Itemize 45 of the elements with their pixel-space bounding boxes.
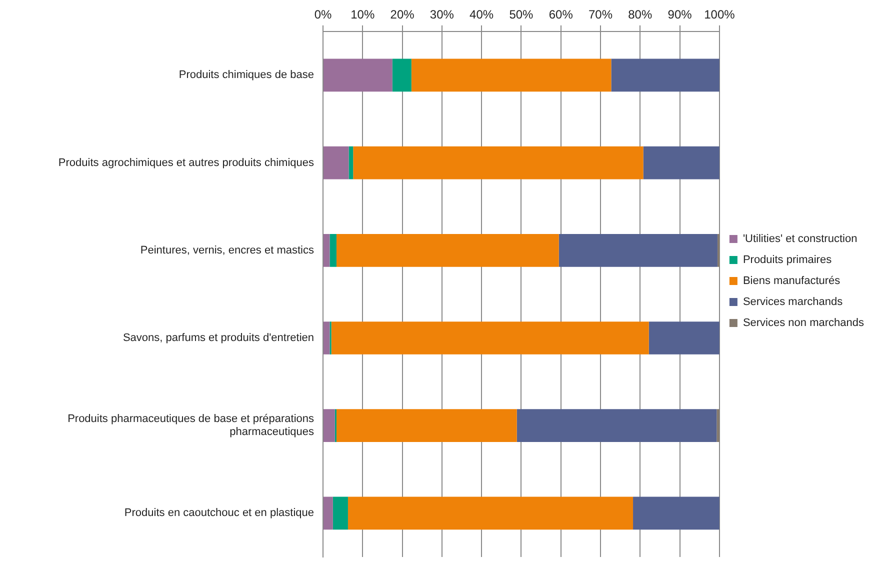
bar — [324, 58, 392, 92]
y-tick-label: Produits chimiques de base — [178, 69, 314, 82]
y-tick-label: Produits en caoutchouc et en plastique — [124, 507, 314, 520]
x-tick-label: 0% — [314, 8, 332, 22]
bar — [348, 496, 634, 530]
legend-label: 'Utilities' et construction — [742, 233, 858, 246]
bar — [353, 146, 644, 180]
bar — [332, 496, 348, 530]
legend-label: Produits primaires — [742, 254, 832, 266]
legend-label: Services marchands — [742, 296, 844, 308]
legend-label: Services non marchands — [742, 317, 864, 330]
bar — [324, 409, 335, 442]
bar — [324, 322, 330, 354]
bar — [392, 58, 412, 92]
bar — [516, 409, 717, 442]
bar — [633, 496, 720, 530]
x-tick-label: 30% — [430, 8, 454, 22]
x-tick-label: 20% — [390, 8, 415, 22]
x-tick-label: 40% — [470, 8, 494, 22]
x-tick-label: 60% — [548, 8, 574, 22]
y-tick-label: Produits pharmaceutiques de base et préparations pharmaceutiques — [68, 413, 314, 438]
x-tick-label: 90% — [668, 8, 692, 22]
bar — [611, 58, 720, 92]
bar — [324, 234, 330, 267]
bar — [336, 234, 559, 267]
bar — [336, 409, 517, 442]
bar — [643, 146, 720, 180]
y-tick-label: Produits agrochimiques et autres produits chimiques — [58, 156, 314, 169]
bar — [330, 234, 336, 267]
x-tick-label: 80% — [628, 8, 652, 22]
y-tick-label: Peintures, vernis, encres et mastics — [140, 244, 314, 256]
bar — [648, 322, 720, 354]
bar — [558, 234, 718, 267]
bar — [411, 58, 612, 92]
bar — [348, 146, 354, 180]
x-tick-label: 100% — [704, 8, 736, 22]
bar — [331, 322, 649, 354]
y-tick-label: Savons, parfums et produits d'entretien — [122, 332, 314, 344]
bar — [324, 496, 333, 530]
legend-label: Biens manufacturés — [742, 275, 841, 288]
x-tick-label: 70% — [588, 8, 613, 22]
x-tick-label: 10% — [350, 8, 375, 22]
bar — [716, 409, 720, 442]
x-tick-label: 50% — [509, 8, 534, 22]
bar — [324, 146, 349, 180]
